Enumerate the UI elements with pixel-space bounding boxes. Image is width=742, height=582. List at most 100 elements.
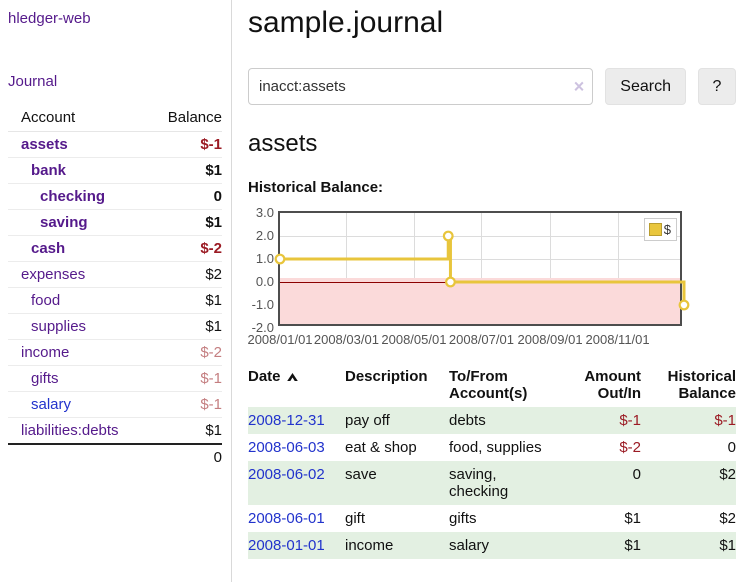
account-balance: $-1 [151, 131, 222, 158]
account-row: liabilities:debts $1 [8, 417, 222, 444]
account-row: income $-2 [8, 339, 222, 366]
account-row: saving $1 [8, 209, 222, 236]
date-link[interactable]: 2008-01-01 [248, 537, 325, 554]
register-header-description[interactable]: Description [345, 368, 428, 385]
account-row: bank $1 [8, 157, 222, 184]
account-balance: $-1 [151, 365, 222, 392]
amount-cell: 0 [632, 466, 641, 483]
gridline [550, 213, 552, 324]
register-row: 2008-12-31 pay off debts $-1 $-1 [248, 407, 736, 434]
accounts-table: Account Balance assets $-1 bank $1 checking 0… [8, 105, 222, 470]
y-axis-label: 3.0 [255, 205, 274, 220]
accounts-table-body: assets $-1 bank $1 checking 0 saving $1 cash $-2 e… [8, 131, 222, 470]
account-link[interactable]: saving [40, 214, 88, 231]
account-row: food $1 [8, 287, 222, 314]
account-heading: assets [248, 130, 318, 157]
balance-cell: $2 [719, 466, 736, 483]
accounts-total-value: 0 [151, 443, 222, 470]
account-balance: $-2 [151, 339, 222, 366]
gridline [481, 213, 483, 324]
x-axis-label: 2008/07/01 [448, 332, 514, 347]
account-link[interactable]: gifts [31, 370, 59, 387]
account-link[interactable]: bank [31, 162, 67, 179]
register-table: Date Description To/From Account(s) Amou… [248, 363, 736, 559]
amount-cell: $-2 [619, 439, 641, 456]
account-row: assets $-1 [8, 131, 222, 158]
chart-legend: $ [643, 218, 677, 241]
x-axis-label: 2008/01/01 [247, 332, 313, 347]
y-axis-label: 2.0 [255, 228, 274, 243]
chart-negative-region [280, 278, 680, 324]
gridline [280, 236, 680, 237]
search-input[interactable] [248, 68, 594, 105]
register-row: 2008-06-03 eat & shop food, supplies $-2 0 [248, 434, 736, 461]
amount-cell: $-1 [619, 412, 641, 429]
app-title-link[interactable]: hledger-web [8, 10, 91, 27]
amount-cell: $1 [624, 537, 641, 554]
account-balance: $1 [151, 313, 222, 340]
sidebar: hledger-web Journal Account Balance asse… [0, 0, 232, 582]
date-link[interactable]: 2008-06-02 [248, 466, 325, 483]
balance-line-series [274, 230, 690, 311]
sort-asc-icon [286, 373, 298, 381]
balance-cell: $1 [719, 537, 736, 554]
register-table-body: 2008-12-31 pay off debts $-1 $-1 2008-06-03 ea… [248, 407, 736, 559]
account-row: supplies $1 [8, 313, 222, 340]
legend-swatch [648, 223, 662, 236]
account-link[interactable]: expenses [21, 266, 86, 283]
main-content: sample.journal × Search ? assets Histori… [247, 0, 736, 559]
clear-search-icon[interactable]: × [573, 75, 585, 96]
help-button[interactable]: ? [698, 68, 736, 105]
account-link[interactable]: checking [40, 188, 106, 205]
account-row: salary $-1 [8, 391, 222, 418]
search-form: × Search ? [248, 68, 736, 105]
accounts-cell: debts [449, 412, 486, 429]
register-header-amount[interactable]: Amount Out/In [584, 368, 641, 402]
register-header-accounts[interactable]: To/From Account(s) [449, 368, 528, 402]
account-row: cash $-2 [8, 235, 222, 262]
accounts-cell: gifts [449, 510, 477, 527]
account-link[interactable]: salary [31, 396, 72, 413]
account-link[interactable]: income [21, 344, 70, 361]
y-axis-label: -1.0 [251, 297, 274, 312]
account-link[interactable]: liabilities:debts [21, 422, 119, 439]
description-cell: pay off [345, 412, 390, 429]
account-row: gifts $-1 [8, 365, 222, 392]
amount-cell: $1 [624, 510, 641, 527]
gridline [413, 213, 415, 324]
register-header-balance[interactable]: Historical Balance [667, 368, 736, 402]
account-balance: $-1 [151, 391, 222, 418]
chart-title: Historical Balance: [248, 179, 384, 196]
account-link[interactable]: supplies [31, 318, 87, 335]
description-cell: save [345, 466, 377, 483]
account-balance: $1 [151, 287, 222, 314]
account-balance: $1 [151, 417, 222, 444]
account-link[interactable]: assets [21, 136, 68, 153]
accounts-cell: saving, checking [449, 466, 509, 500]
account-link[interactable]: cash [31, 240, 66, 257]
date-link[interactable]: 2008-06-03 [248, 439, 325, 456]
register-header-date[interactable]: Date [248, 363, 345, 407]
y-axis-label: -2.0 [251, 320, 274, 335]
chart-plot-area: $ [274, 211, 690, 326]
accounts-total-row: 0 [8, 443, 222, 470]
account-balance: $2 [151, 261, 222, 288]
account-link[interactable]: food [31, 292, 61, 309]
x-axis-label: 2008/11/01 [585, 332, 650, 347]
gridline [280, 259, 680, 260]
x-axis-label: 2008/03/01 [313, 332, 379, 347]
x-axis-label: 2008/05/01 [381, 332, 447, 347]
sidebar-item-journal[interactable]: Journal [8, 73, 58, 90]
register-row: 2008-01-01 income salary $1 $1 [248, 532, 736, 559]
balance-chart: $ 2008/01/01 2008/03/01 2008/05/01 2008/07/… [247, 205, 690, 350]
description-cell: gift [345, 510, 366, 527]
date-link[interactable]: 2008-06-01 [248, 510, 325, 527]
date-link[interactable]: 2008-12-31 [248, 412, 325, 429]
description-cell: eat & shop [345, 439, 417, 456]
description-cell: income [345, 537, 394, 554]
register-row: 2008-06-01 gift gifts $1 $2 [248, 505, 736, 532]
search-button[interactable]: Search [605, 68, 686, 105]
account-balance: 0 [151, 183, 222, 210]
gridline [346, 213, 348, 324]
balance-cell: $-1 [714, 412, 736, 429]
